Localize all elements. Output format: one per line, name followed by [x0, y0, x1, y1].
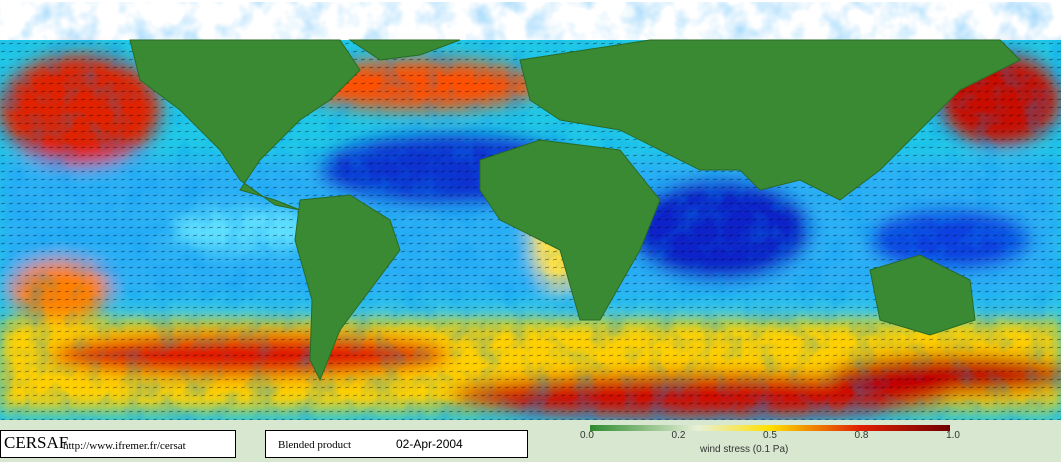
logo: CERSAF — [4, 433, 69, 452]
colorbar-ticks: 0.0 0.2 0.5 0.8 1.0 — [580, 430, 960, 441]
date: 02-Apr-2004 — [396, 437, 463, 451]
colorbar-tick-label: 1.0 — [946, 430, 960, 441]
credit-box: CERSAF http://www.ifremer.fr/cersat — [0, 430, 236, 458]
colorbar-tick-label: 0.5 — [763, 430, 777, 441]
colorbar-tick-label: 0.8 — [854, 430, 869, 441]
url: http://www.ifremer.fr/cersat — [63, 440, 186, 452]
product-box: Blended product 02-Apr-2004 — [265, 430, 528, 458]
colorbar-tick-label: 0.0 — [580, 430, 594, 441]
colorbar-tick-label: 0.2 — [671, 430, 686, 441]
product: Blended product — [278, 439, 352, 451]
colorbar-label: wind stress (0.1 Pa) — [700, 444, 789, 455]
colorbar — [590, 425, 950, 431]
